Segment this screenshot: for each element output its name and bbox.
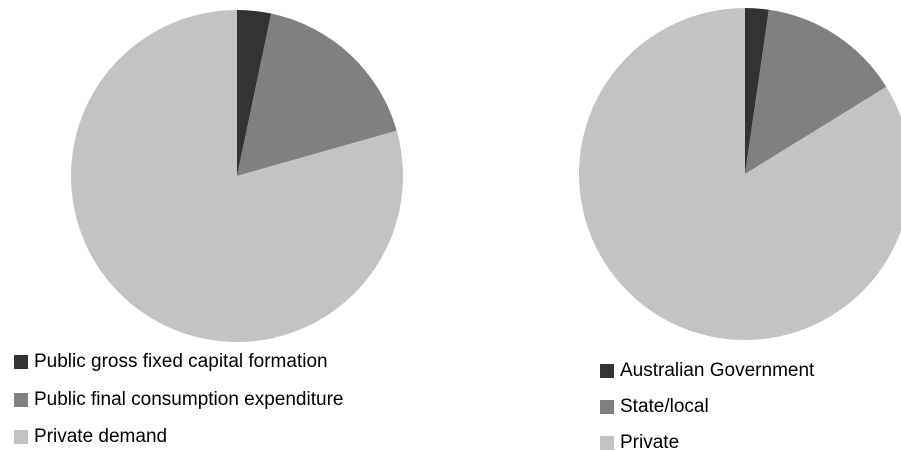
pie-slice (237, 13, 397, 176)
legend-swatch (14, 355, 28, 369)
pie-slice (745, 8, 769, 174)
legend-swatch (600, 436, 614, 450)
legend-label: Public gross fixed capital formation (34, 351, 328, 372)
legend-swatch (600, 364, 614, 378)
legend-label: State/local (620, 396, 709, 417)
pie-slice (745, 9, 887, 175)
legend-swatch (14, 393, 28, 407)
pie-slice (70, 10, 404, 342)
legend-label: Public final consumption expenditure (34, 389, 343, 410)
legend-label: Private demand (34, 426, 167, 447)
legend-label: Australian Government (620, 360, 815, 381)
legend-label: Private (620, 432, 679, 452)
legend-swatch (14, 430, 28, 444)
pie-slice (237, 10, 272, 176)
legend-swatch (600, 400, 614, 414)
pie-slice (579, 8, 901, 340)
